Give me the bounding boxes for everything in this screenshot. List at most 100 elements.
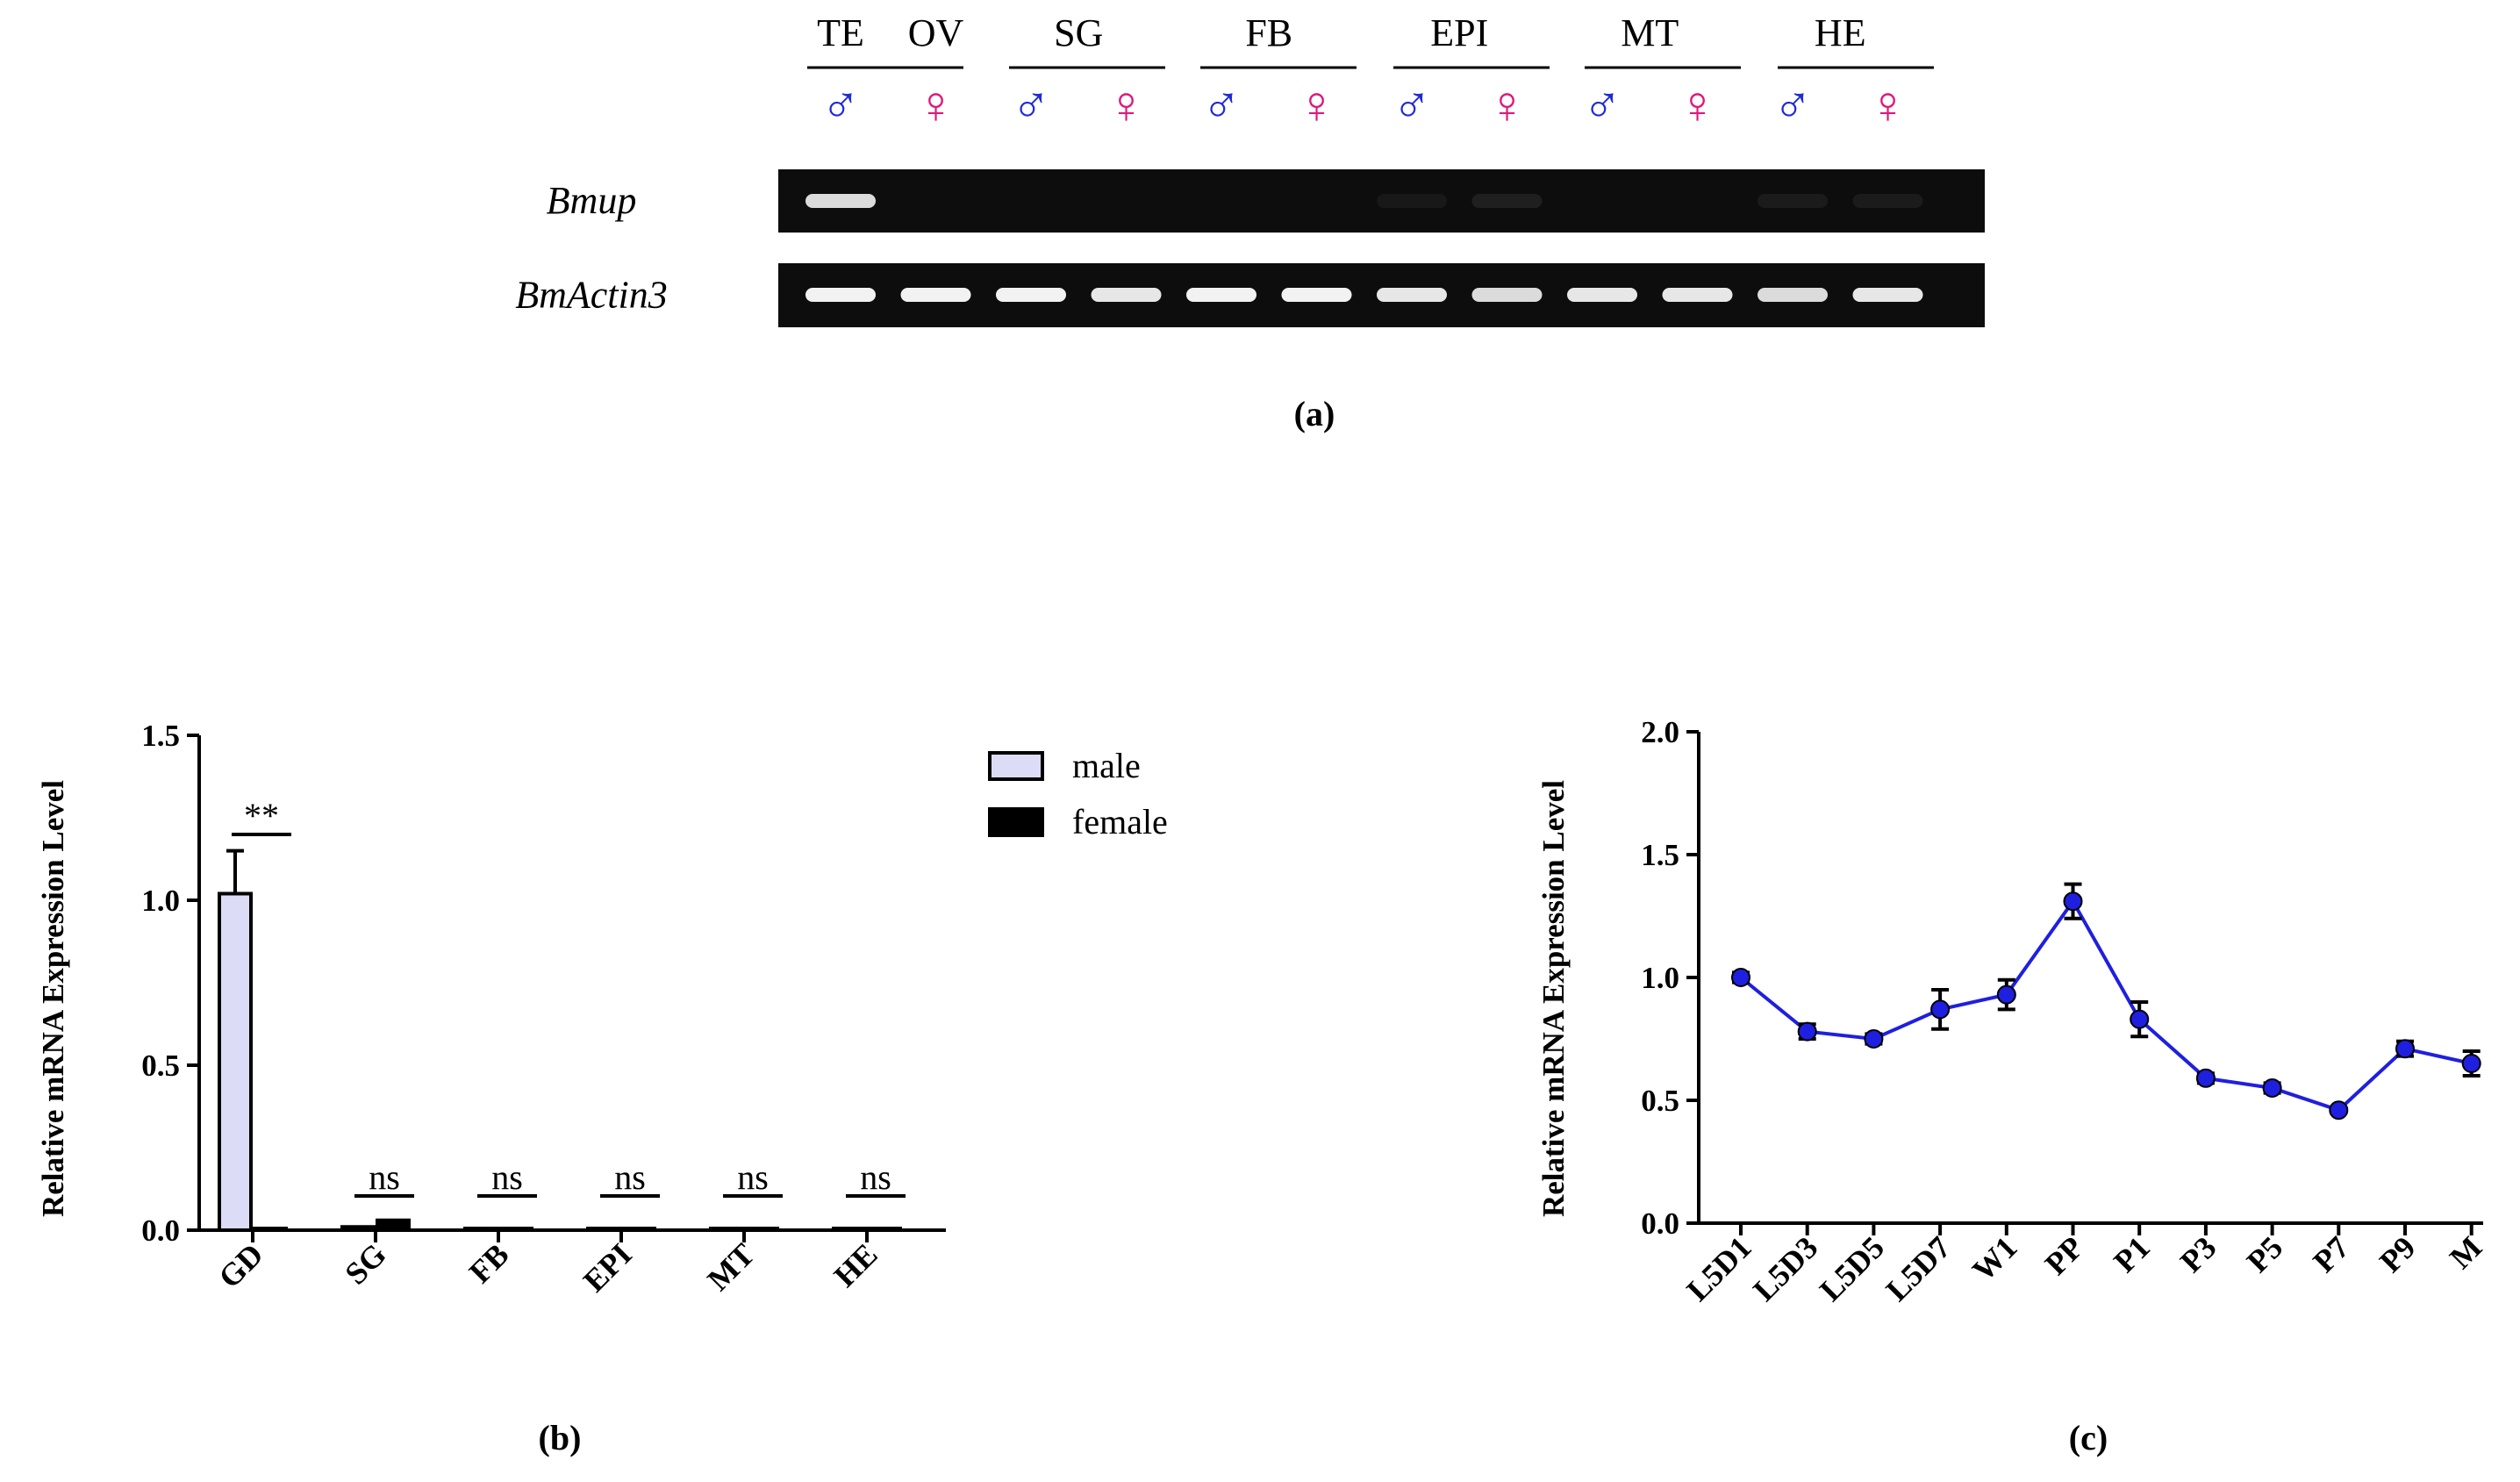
female-symbol: ♀ <box>1868 76 1908 134</box>
gel-band <box>1852 288 1923 302</box>
gel-band <box>1567 288 1637 302</box>
b-bar-male <box>463 1227 498 1232</box>
b-significance-label: ns <box>369 1157 400 1197</box>
gel-band <box>1471 288 1543 302</box>
b-legend-swatch-male <box>988 751 1044 781</box>
gel-row-label: BmActin3 <box>515 274 668 317</box>
c-x-tick-label: P3 <box>2173 1229 2223 1279</box>
lane-group-headers: TE OV SG FB EPI MT HE <box>807 11 1934 69</box>
b-x-tick-label: FB <box>462 1236 516 1290</box>
b-bar-female <box>498 1227 533 1232</box>
b-bar-female <box>744 1227 779 1232</box>
gel-band <box>1471 194 1543 208</box>
b-legend: male female <box>988 746 1168 841</box>
c-y-tick-label: 1.0 <box>1641 961 1679 995</box>
female-symbol: ♀ <box>1678 76 1717 134</box>
c-y-tick-label: 2.0 <box>1641 715 1679 749</box>
male-symbol: ♂ <box>1583 76 1622 134</box>
c-data-point <box>1797 1021 1817 1042</box>
b-significance-label: ns <box>860 1157 891 1197</box>
b-legend-swatch-female <box>988 807 1044 837</box>
panel-a-gel: TE OV SG FB EPI MT HE ♂ ♀ ♂ ♀ ♂ ♀ ♂ ♀ ♂ ♀ ♂ ♀ Bmup BmActin… <box>515 11 1985 433</box>
b-significance-label: ns <box>614 1157 646 1197</box>
b-y-axis-label: Relative mRNA Expression Level <box>36 780 70 1217</box>
b-y-tick-label: 1.0 <box>141 884 180 918</box>
c-x-tick-label: L5D3 <box>1746 1229 1824 1307</box>
lane-group-label: TE <box>817 11 864 54</box>
c-x-tick-label: L5D7 <box>1879 1229 1958 1307</box>
female-symbol: ♀ <box>1487 76 1527 134</box>
c-y-tick-label: 0.0 <box>1641 1206 1679 1241</box>
c-data-point <box>1930 999 1951 1020</box>
lane-group-label: EPI <box>1430 11 1488 54</box>
gel-band <box>1281 288 1352 302</box>
b-bar-male <box>586 1227 621 1232</box>
lane-sex-symbols: ♂ ♀ ♂ ♀ ♂ ♀ ♂ ♀ ♂ ♀ ♂ ♀ <box>821 76 1908 134</box>
b-bar-female <box>253 1227 288 1232</box>
b-x-tick-label: HE <box>827 1236 884 1293</box>
b-legend-label: female <box>1072 802 1168 841</box>
c-data-point <box>2262 1078 2282 1098</box>
b-bar-male <box>709 1227 744 1232</box>
gel-row-bmup: Bmup <box>547 169 1985 233</box>
c-data-point <box>2329 1100 2349 1120</box>
b-legend-label: male <box>1072 746 1141 785</box>
b-x-tick-label: SG <box>338 1236 392 1291</box>
b-significance-label: ** <box>244 796 279 835</box>
lane-group-label: HE <box>1815 11 1866 54</box>
gel-strip <box>778 169 1985 233</box>
panel-a-caption: (a) <box>1294 394 1335 433</box>
b-bar-male <box>340 1225 376 1232</box>
panel-b-caption: (b) <box>539 1418 582 1457</box>
b-x-tick-label: GD <box>211 1236 269 1294</box>
b-bar-male <box>218 891 253 1232</box>
b-bar-male <box>832 1227 867 1232</box>
gel-band <box>1377 194 1447 208</box>
c-x-tick-label: W1 <box>1965 1229 2023 1287</box>
b-significance-label: ns <box>737 1157 769 1197</box>
c-x-tick-label: P7 <box>2306 1229 2356 1279</box>
lane-group-label: OV <box>908 11 964 54</box>
male-symbol: ♂ <box>1392 76 1432 134</box>
c-series-line <box>1739 898 2473 1113</box>
gel-band <box>1852 194 1923 208</box>
c-x-tick-label: P5 <box>2240 1229 2290 1279</box>
c-y-tick-label: 1.5 <box>1641 838 1679 872</box>
lane-group-label: SG <box>1054 11 1103 54</box>
gel-band <box>1758 288 1828 302</box>
b-y-tick-label: 0.0 <box>141 1214 180 1248</box>
c-x-tick-label: M <box>2443 1229 2488 1275</box>
b-significance-label: ns <box>491 1157 523 1197</box>
c-x-tick-label: PP <box>2038 1229 2090 1281</box>
b-x-tick-label: MT <box>700 1236 761 1297</box>
c-x-tick-label: P1 <box>2107 1229 2157 1279</box>
c-x-tick-label: L5D1 <box>1680 1229 1758 1307</box>
b-bar-female <box>621 1227 656 1232</box>
b-y-tick-label: 0.5 <box>141 1049 180 1083</box>
male-symbol: ♂ <box>1773 76 1813 134</box>
gel-band <box>996 288 1066 302</box>
c-x-tick-label: P9 <box>2373 1229 2423 1279</box>
gel-row-bmactin3: BmActin3 <box>515 263 1985 327</box>
gel-band <box>1662 288 1733 302</box>
gel-band <box>1377 288 1447 302</box>
female-symbol: ♀ <box>1106 76 1146 134</box>
female-symbol: ♀ <box>916 76 956 134</box>
gel-band <box>1091 288 1162 302</box>
c-data-point <box>1864 1029 1884 1049</box>
gel-band <box>805 288 876 302</box>
c-data-point <box>2395 1039 2415 1059</box>
male-symbol: ♂ <box>821 76 861 134</box>
male-symbol: ♂ <box>1012 76 1051 134</box>
b-bar-female <box>867 1227 902 1232</box>
b-bars <box>218 848 902 1232</box>
b-x-tick-label: EPI <box>576 1236 639 1299</box>
c-data-point <box>2461 1054 2481 1073</box>
gel-band <box>1758 194 1828 208</box>
c-x-tick-label: L5D5 <box>1813 1229 1891 1307</box>
c-data-point <box>2063 891 2083 912</box>
gel-rows: Bmup BmActin3 <box>515 169 1985 327</box>
lane-group-label: FB <box>1245 11 1292 54</box>
